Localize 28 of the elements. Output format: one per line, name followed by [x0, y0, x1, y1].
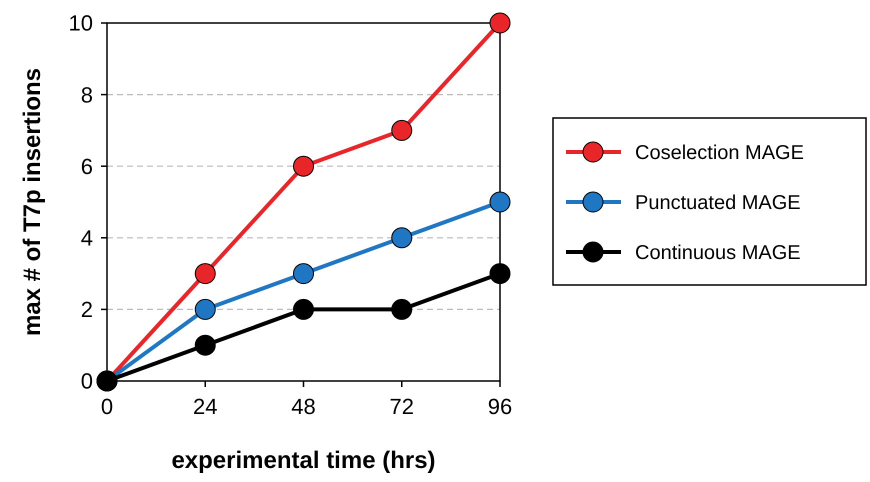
point: [194, 298, 216, 320]
point: [194, 334, 216, 356]
point: [391, 298, 412, 320]
y-tick-label: 0: [80, 368, 93, 394]
point: [194, 263, 216, 284]
legend-label: Continuous MAGE: [635, 242, 801, 264]
y-tick-label: 6: [80, 154, 93, 179]
x-tick-label: 24: [193, 394, 218, 419]
point: [293, 298, 314, 320]
x-tick-label: 48: [291, 394, 316, 419]
point: [293, 263, 314, 284]
x-tick-label: 72: [390, 394, 414, 419]
point: [490, 263, 510, 284]
legend-label: Coselection MAGE: [635, 142, 804, 164]
x-tick-label: 0: [100, 394, 114, 419]
point: [391, 227, 412, 248]
point: [391, 120, 412, 141]
y-tick-label: 10: [68, 10, 93, 36]
point: [490, 12, 510, 34]
legend-label: Punctuated MAGE: [635, 192, 801, 214]
point: [490, 192, 510, 212]
y-tick-label: 2: [80, 297, 93, 322]
y-tick-label: 8: [80, 82, 93, 108]
y-axis-title: max # of T7p insertions: [19, 68, 46, 336]
x-tick-label: 96: [488, 394, 512, 419]
y-tick-label: 4: [80, 226, 93, 250]
x-axis-title: experimental time (hrs): [171, 447, 436, 474]
point: [293, 156, 314, 177]
